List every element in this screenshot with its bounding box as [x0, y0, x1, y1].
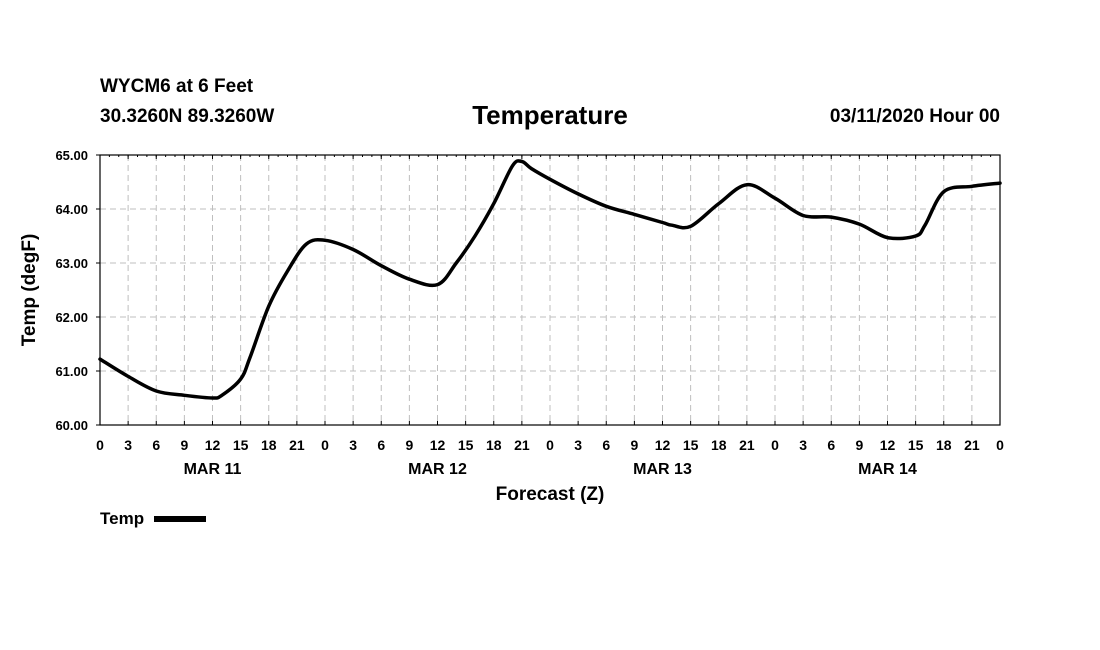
y-axis: 60.00 61.00 62.00 63.00 64.00 65.00 [55, 148, 100, 433]
y-tick-label: 64.00 [55, 202, 88, 217]
x-tick-label: 6 [152, 437, 160, 453]
y-tick-label: 60.00 [55, 418, 88, 433]
x-axis: 0 3 6 9 12 15 18 21 0 3 6 9 12 15 18 21 0 3 6 9 12 15 18 21 0 3 6 9… [96, 155, 1004, 478]
x-tick-label: 15 [683, 437, 699, 453]
coordinates-label: 30.3260N 89.3260W [100, 106, 275, 127]
x-tick-label: 9 [180, 437, 188, 453]
day-label: MAR 14 [858, 461, 917, 478]
x-tick-label: 9 [405, 437, 413, 453]
grid-lines [100, 155, 1000, 425]
x-tick-label: 21 [739, 437, 755, 453]
x-tick-label: 3 [799, 437, 807, 453]
series-layer [98, 159, 1002, 400]
x-tick-label: 12 [655, 437, 671, 453]
station-label: WYCM6 at 6 Feet [100, 76, 254, 97]
x-tick-label: 3 [349, 437, 357, 453]
x-tick-label: 18 [261, 437, 277, 453]
x-tick-label: 3 [574, 437, 582, 453]
x-tick-label: 3 [124, 437, 132, 453]
x-tick-label: 18 [936, 437, 952, 453]
forecast-datetime: 03/11/2020 Hour 00 [829, 106, 1000, 127]
y-tick-label: 61.00 [55, 364, 88, 379]
x-tick-label: 21 [964, 437, 980, 453]
y-axis-label: Temp (degF) [19, 234, 40, 347]
x-tick-label: 0 [771, 437, 779, 453]
x-tick-label: 15 [233, 437, 249, 453]
x-tick-label: 0 [96, 437, 104, 453]
y-tick-label: 63.00 [55, 256, 88, 271]
x-axis-label: Forecast (Z) [496, 484, 605, 505]
day-label: MAR 11 [184, 461, 242, 478]
temp-series-line [98, 159, 1002, 400]
x-tick-label: 21 [289, 437, 305, 453]
chart-title: Temperature [472, 100, 628, 130]
x-tick-label: 15 [908, 437, 924, 453]
x-tick-label: 18 [711, 437, 727, 453]
x-tick-label: 15 [458, 437, 474, 453]
legend: Temp [100, 509, 207, 529]
day-label: MAR 13 [633, 461, 692, 478]
x-tick-label: 18 [486, 437, 502, 453]
x-tick-label: 9 [630, 437, 638, 453]
x-tick-label: 0 [321, 437, 329, 453]
day-label: MAR 12 [408, 461, 467, 478]
x-tick-label: 12 [205, 437, 221, 453]
x-tick-label: 6 [827, 437, 835, 453]
x-tick-label: 12 [430, 437, 446, 453]
y-tick-label: 62.00 [55, 310, 88, 325]
x-tick-label: 6 [377, 437, 385, 453]
legend-line-swatch [154, 516, 207, 522]
x-tick-label: 12 [880, 437, 896, 453]
x-tick-label: 6 [602, 437, 610, 453]
x-tick-label: 9 [855, 437, 863, 453]
legend-label: Temp [100, 509, 145, 528]
x-tick-label: 0 [546, 437, 554, 453]
y-tick-label: 65.00 [55, 148, 88, 163]
x-tick-label: 0 [996, 437, 1004, 453]
x-tick-label: 21 [514, 437, 530, 453]
